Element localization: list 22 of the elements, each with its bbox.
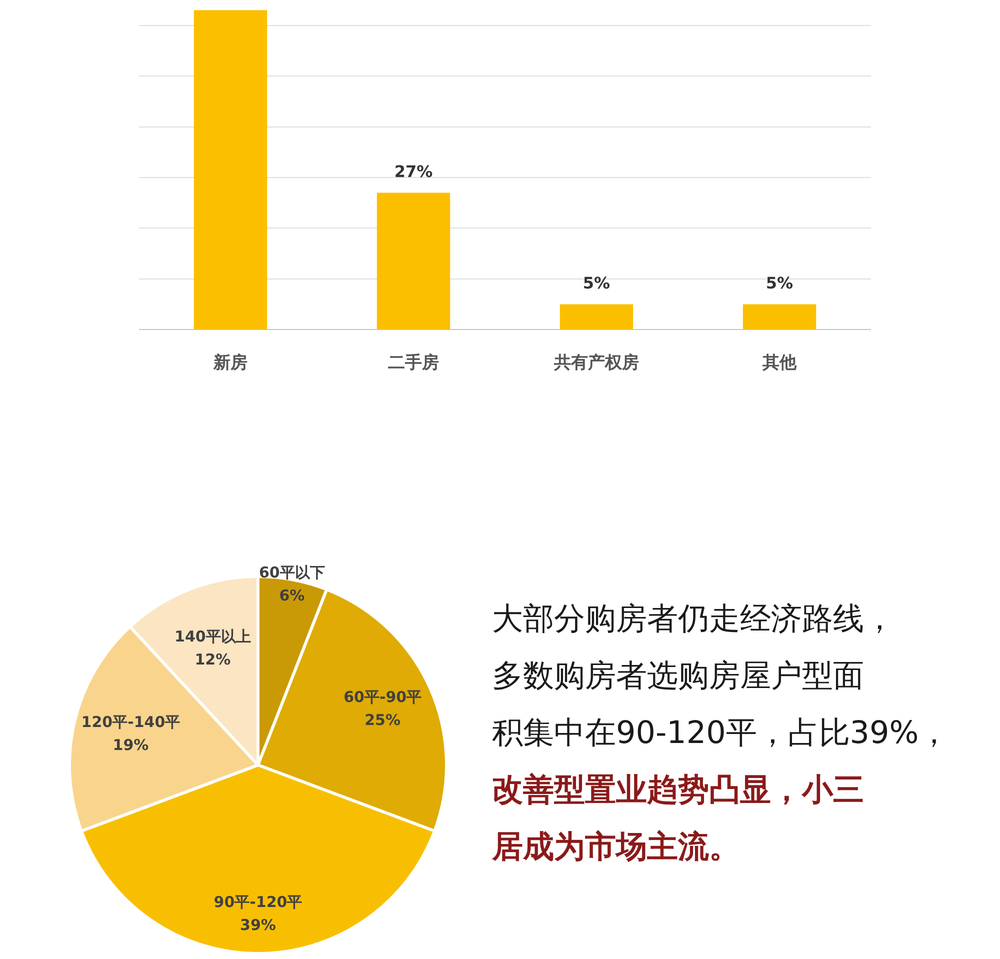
slice-label: 60平-90平: [344, 688, 422, 706]
slice-label: 140平以上: [174, 628, 251, 646]
data-label: 5%: [766, 273, 794, 292]
x-tick-label: 二手房: [388, 353, 439, 374]
text: 积集中在90-120平，占比39%，: [492, 714, 951, 753]
data-label: 19%: [112, 736, 149, 754]
text: 居成为市场主流。: [492, 828, 741, 867]
text: 大部分购房者仍走经济路线，: [492, 600, 896, 639]
text: 改善型置业趋势凸显，小三: [492, 771, 865, 810]
data-label: 27%: [394, 162, 433, 181]
x-tick-label: 其他: [762, 353, 798, 374]
text: 多数购房者选购房屋户型面: [492, 657, 865, 696]
x-tick-label: 新房: [212, 353, 248, 374]
x-tick-label: 共有产权房: [553, 353, 639, 374]
data-label: 39%: [240, 916, 276, 934]
data-label: 12%: [194, 650, 231, 669]
data-label: 6%: [279, 586, 305, 605]
data-label: 5%: [582, 273, 610, 292]
data-label: 25%: [364, 710, 401, 729]
slice-label: 90平-120平: [214, 892, 302, 911]
slice-label: 60平以下: [258, 564, 325, 582]
slice-label: 120平-140平: [81, 713, 180, 732]
